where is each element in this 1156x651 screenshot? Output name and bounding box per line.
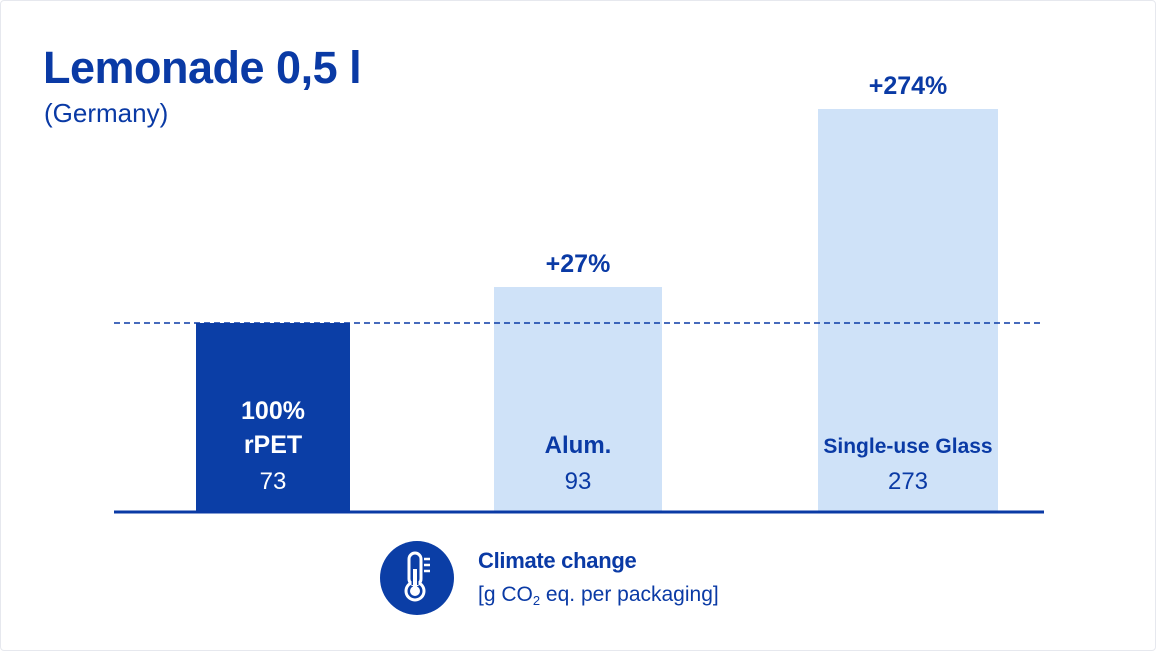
thermometer-icon xyxy=(380,541,454,615)
chart-title: Lemonade 0,5 l xyxy=(43,42,362,93)
bar-1-value-label: 73 xyxy=(260,468,287,495)
legend-unit-subscript: 2 xyxy=(532,593,541,608)
legend-unit-prefix: [g CO xyxy=(478,583,533,606)
legend-unit-suffix: eq. per packaging] xyxy=(540,583,719,606)
legend-title: Climate change xyxy=(478,548,637,573)
legend-unit: [g CO2 eq. per packaging] xyxy=(478,583,719,608)
bar-2 xyxy=(494,287,662,512)
bar-2-value-label: 93 xyxy=(565,468,592,495)
chart-subtitle: (Germany) xyxy=(44,98,169,128)
bar-3-change-label: +274% xyxy=(869,72,948,100)
bar-1 xyxy=(196,323,350,512)
bar-chart: 100% rPET 73 Alum. 93 +27% Single-use Glass 273… xyxy=(114,72,1044,514)
bar-3-category-label: Single-use Glass xyxy=(823,435,992,458)
bar-1-category-label: rPET xyxy=(244,431,302,459)
bar-1-category-label: 100% xyxy=(241,397,305,425)
bar-3 xyxy=(818,109,998,512)
bar-3-value-label: 273 xyxy=(888,468,928,495)
bar-2-change-label: +27% xyxy=(546,250,611,278)
bar-2-category-label: Alum. xyxy=(545,432,612,459)
